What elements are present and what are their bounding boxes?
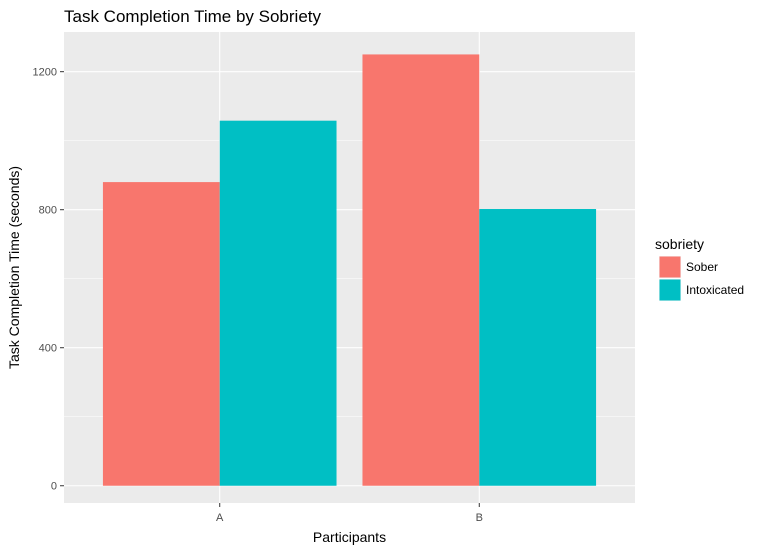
y-axis: 0 400 800 1200	[33, 67, 64, 493]
y-tick-label: 0	[51, 481, 57, 493]
legend-items: Sober Intoxicated	[659, 256, 744, 301]
x-tick-label: B	[476, 512, 483, 524]
legend-key-intoxicated	[659, 279, 681, 301]
legend-title: sobriety	[655, 236, 704, 252]
bar-sober-a	[102, 182, 220, 486]
legend: sobriety Sober Intoxicated	[655, 236, 744, 301]
y-tick-label: 400	[39, 343, 57, 355]
y-tick-label: 1200	[33, 67, 57, 79]
x-axis-title: Participants	[313, 529, 386, 545]
y-axis-title: Task Completion Time (seconds)	[6, 166, 22, 369]
bar-intoxicated-a	[219, 120, 337, 486]
y-tick-label: 800	[39, 205, 57, 217]
chart-title: Task Completion Time by Sobriety	[64, 7, 321, 26]
bar-intoxicated-b	[479, 209, 597, 486]
legend-key-sober	[659, 256, 681, 278]
bars	[102, 54, 597, 486]
legend-label-sober: Sober	[686, 260, 718, 274]
bar-sober-b	[362, 54, 480, 486]
x-tick-label: A	[216, 512, 224, 524]
legend-label-intoxicated: Intoxicated	[686, 283, 744, 297]
